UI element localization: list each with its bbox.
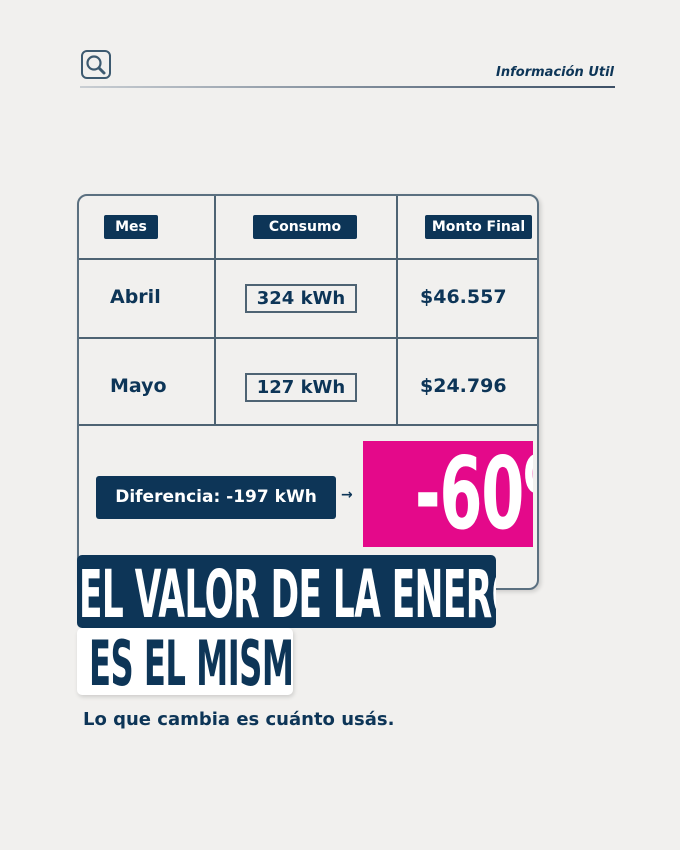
row-mes: Abril [110, 286, 161, 308]
magnifier-icon [86, 55, 106, 75]
row-consumo: 127 kWh [245, 373, 357, 402]
header-consumo: Consumo [253, 215, 357, 239]
row-consumo: 324 kWh [245, 284, 357, 313]
column-divider [396, 196, 398, 425]
percent-value: -60% [414, 441, 533, 547]
header-monto-final: Monto Final [425, 215, 532, 239]
row-divider [79, 258, 537, 260]
header-mes: Mes [104, 215, 158, 239]
arrow-right-icon: → [341, 487, 353, 503]
row-monto: $46.557 [420, 286, 507, 308]
row-monto: $24.796 [420, 375, 507, 397]
divider [80, 86, 615, 88]
headline-line2-box: ES EL MISMO [77, 628, 293, 695]
row-divider [79, 424, 537, 426]
column-divider [214, 196, 216, 425]
difference-badge: Diferencia: -197 kWh [96, 476, 336, 519]
consumption-table: Mes Consumo Monto Final Abril 324 kWh $4… [77, 194, 539, 590]
headline-line2: ES EL MISMO [89, 628, 293, 695]
headline-line1: EL VALOR DE LA ENERGÍA [79, 556, 496, 628]
brand-label: Información Util [496, 65, 614, 80]
row-divider [79, 337, 537, 339]
row-mes: Mayo [110, 375, 167, 397]
logo [81, 50, 111, 79]
percent-badge: -60% [363, 441, 533, 547]
headline-line1-box: EL VALOR DE LA ENERGÍA [77, 555, 496, 628]
subtitle: Lo que cambia es cuánto usás. [83, 709, 395, 730]
